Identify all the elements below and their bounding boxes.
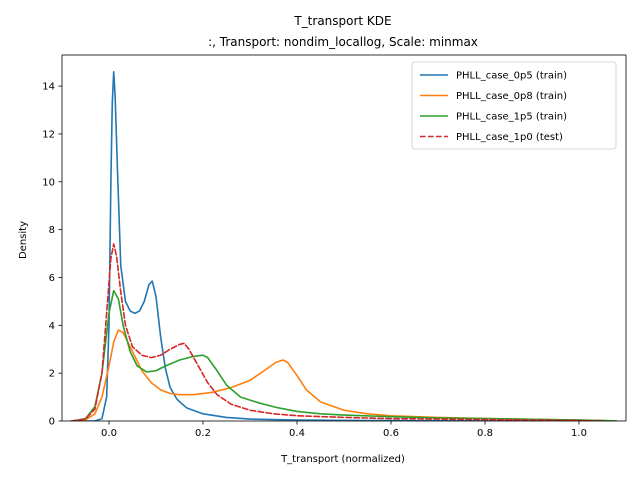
chart-title: T_transport KDE bbox=[293, 14, 391, 28]
series-line-2 bbox=[70, 289, 618, 421]
legend-label-2: PHLL_case_1p5 (train) bbox=[456, 112, 567, 123]
y-tick-label: 4 bbox=[49, 321, 55, 332]
legend-label-3: PHLL_case_1p0 (test) bbox=[456, 132, 563, 143]
legend: PHLL_case_0p5 (train) PHLL_case_0p8 (trai… bbox=[411, 61, 617, 150]
y-tick-label: 2 bbox=[49, 369, 55, 380]
y-axis: 0 2 4 6 8 10 12 14 bbox=[42, 82, 62, 428]
x-tick-label: 1.0 bbox=[571, 428, 587, 439]
series-line-0 bbox=[70, 70, 580, 421]
x-tick-label: 0.4 bbox=[289, 428, 305, 439]
y-tick-label: 6 bbox=[49, 273, 55, 284]
series-line-3 bbox=[70, 243, 604, 421]
legend-label-1: PHLL_case_0p8 (train) bbox=[456, 91, 567, 102]
x-axis: 0.0 0.2 0.4 0.6 0.8 1.0 bbox=[101, 421, 587, 439]
x-tick-label: 0.6 bbox=[383, 428, 399, 439]
y-tick-label: 10 bbox=[42, 177, 55, 188]
x-tick-label: 0.8 bbox=[477, 428, 493, 439]
series-layer bbox=[70, 70, 618, 421]
x-tick-label: 0.0 bbox=[101, 428, 117, 439]
y-tick-label: 12 bbox=[42, 129, 55, 140]
y-tick-label: 8 bbox=[49, 225, 55, 236]
x-tick-label: 0.2 bbox=[195, 428, 211, 439]
y-tick-label: 14 bbox=[42, 82, 55, 93]
legend-box bbox=[411, 61, 617, 150]
plot-frame bbox=[61, 54, 627, 422]
legend-label-0: PHLL_case_0p5 (train) bbox=[456, 71, 567, 82]
x-axis-label: T_transport (normalized) bbox=[280, 454, 405, 465]
y-axis-label: Density bbox=[18, 221, 29, 259]
chart-subtitle: :, Transport: nondim_locallog, Scale: mi… bbox=[208, 35, 478, 49]
y-tick-label: 0 bbox=[49, 417, 55, 428]
